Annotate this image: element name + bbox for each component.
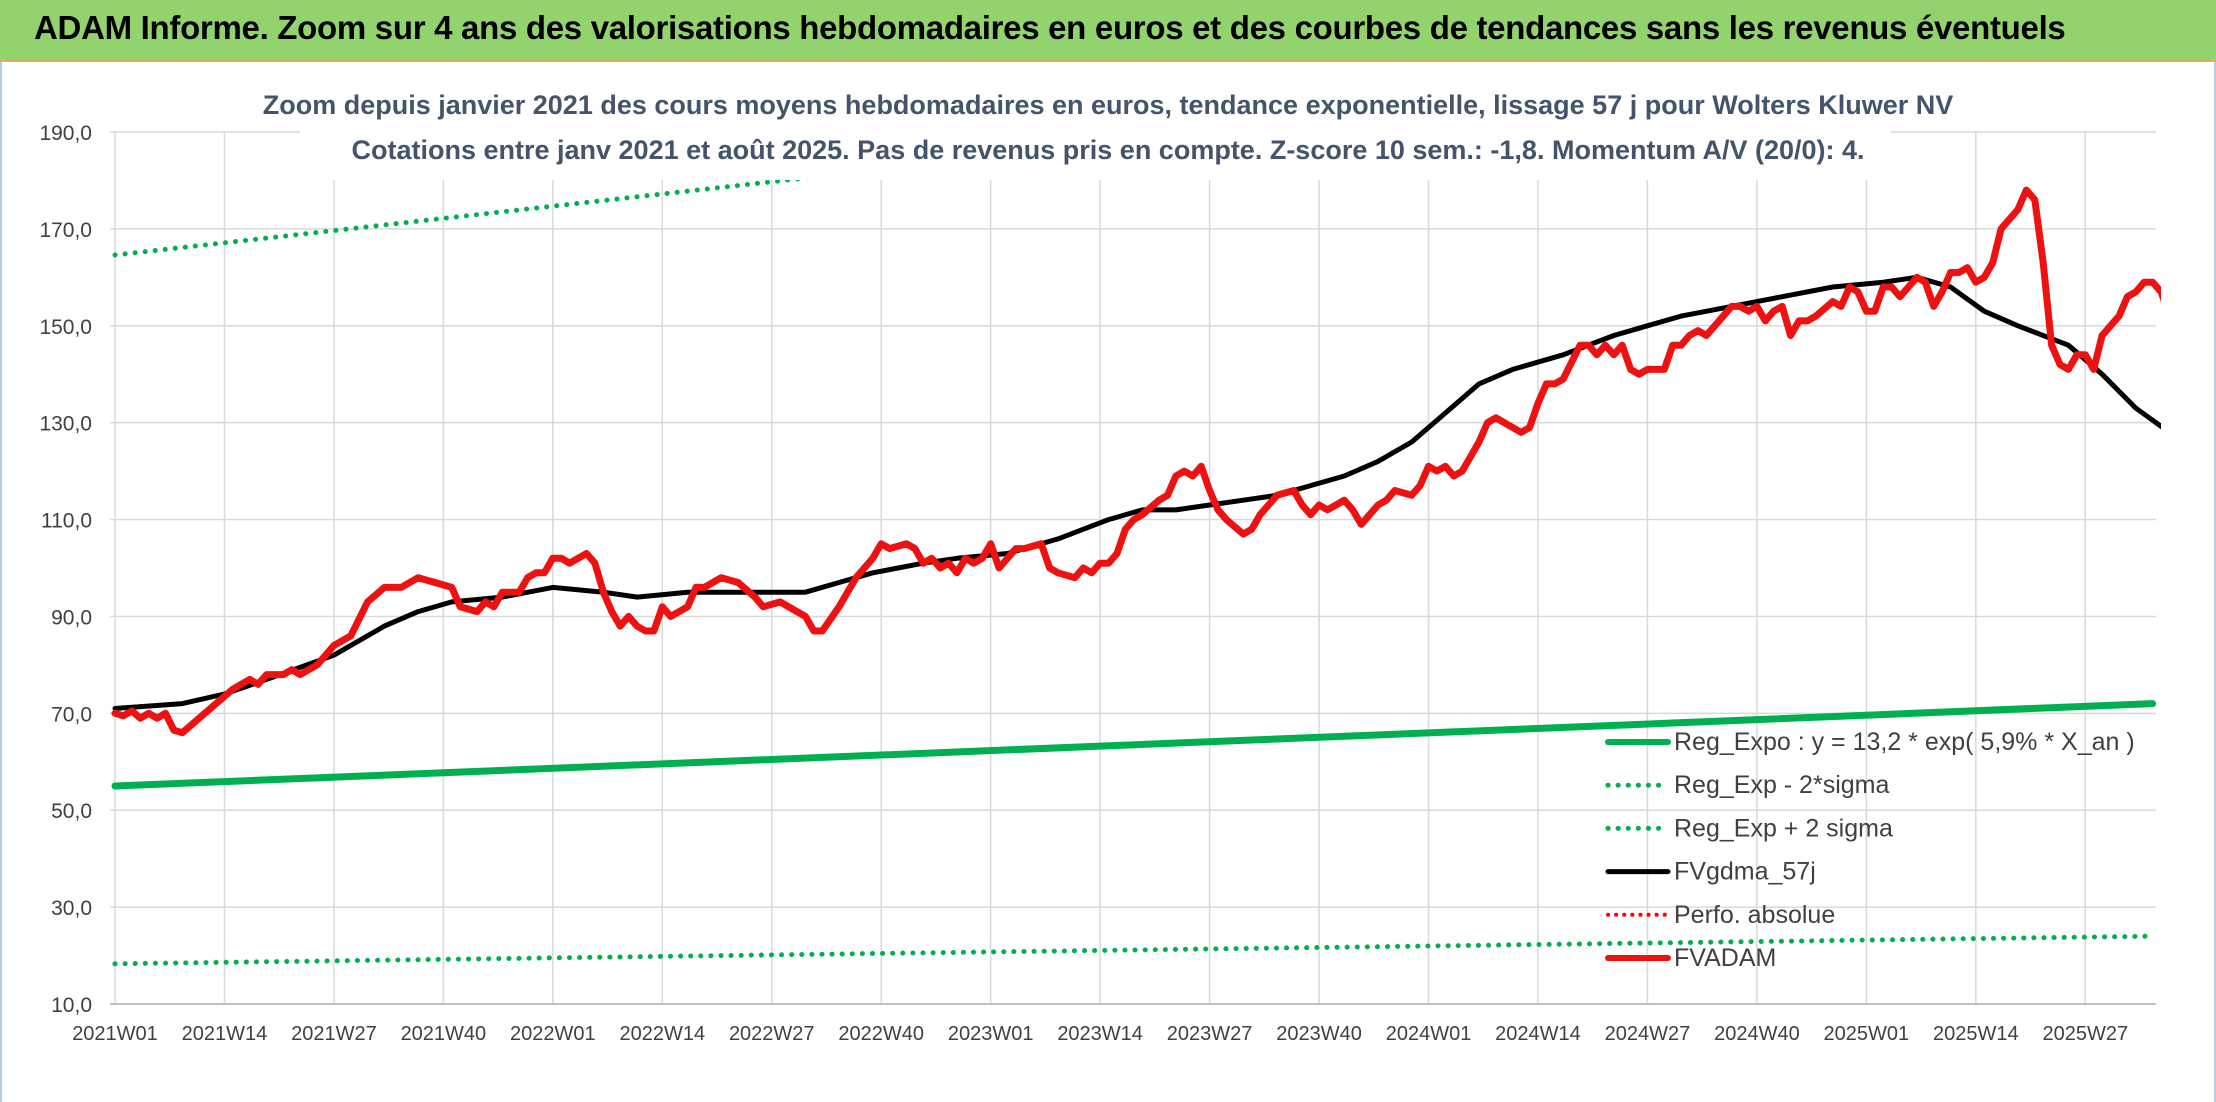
legend-label: Reg_Expo : y = 13,2 * exp( 5,9% * X_an ) (1674, 728, 2135, 756)
x-tick-label: 2021W01 (72, 1023, 158, 1045)
x-tick-label: 2022W01 (510, 1023, 596, 1045)
x-tick-label: 2021W14 (182, 1023, 268, 1045)
legend-item: FVgdma_57j (1605, 858, 1816, 886)
legend-item: Reg_Exp - 2*sigma (1605, 771, 1889, 799)
y-axis: 10,0 30,0 50,0 70,0 90,0 110,0 130,0 150,0 170,0… (39, 122, 92, 1017)
reg-expo-line (111, 700, 2157, 790)
x-tick-label: 2021W40 (401, 1023, 487, 1045)
x-tick-label: 2024W27 (1605, 1023, 1691, 1045)
x-tick-label: 2024W01 (1386, 1023, 1472, 1045)
legend-item: Reg_Exp + 2 sigma (1605, 814, 1893, 842)
x-tick-label: 2025W01 (1824, 1023, 1910, 1045)
legend-label: Reg_Exp + 2 sigma (1674, 814, 1893, 842)
legend-item: Perfo. absolue (1606, 901, 1835, 929)
x-tick-label: 2023W14 (1057, 1023, 1143, 1045)
x-tick-label: 2023W01 (948, 1023, 1034, 1045)
report-banner: ADAM Informe. Zoom sur 4 ans des valoris… (0, 0, 2216, 62)
y-tick-label: 190,0 (39, 122, 92, 145)
x-tick-label: 2021W27 (291, 1023, 377, 1045)
legend-item: Reg_Expo : y = 13,2 * exp( 5,9% * X_an ) (1605, 728, 2135, 756)
gridlines (110, 131, 2156, 1005)
x-tick-label: 2025W27 (2042, 1023, 2128, 1045)
y-tick-label: 150,0 (39, 316, 92, 339)
x-tick-label: 2024W14 (1495, 1023, 1581, 1045)
y-tick-label: 90,0 (51, 606, 92, 629)
y-tick-label: 70,0 (51, 703, 92, 726)
x-tick-label: 2024W40 (1714, 1023, 1800, 1045)
report-title: ADAM Informe. Zoom sur 4 ans des valoris… (34, 9, 2066, 46)
x-tick-label: 2023W27 (1167, 1023, 1253, 1045)
fvgdma-57j-line (112, 274, 2161, 711)
x-tick-label: 2022W40 (838, 1023, 924, 1045)
y-tick-label: 10,0 (51, 994, 92, 1017)
y-tick-label: 50,0 (51, 800, 92, 823)
y-tick-label: 170,0 (39, 219, 92, 242)
legend-label: FVgdma_57j (1674, 858, 1816, 886)
x-tick-label: 2023W40 (1276, 1023, 1362, 1045)
x-tick-label: 2022W27 (729, 1023, 815, 1045)
y-tick-label: 130,0 (39, 413, 92, 436)
x-tick-label: 2022W14 (619, 1023, 705, 1045)
fvadam-line (111, 186, 2161, 737)
reg-minus-2sigma-line (112, 933, 2156, 967)
chart-frame (0, 62, 2216, 1102)
legend-label: FVADAM (1674, 944, 1776, 972)
title-backdrop (300, 84, 1890, 180)
legend-item: FVADAM (1605, 944, 1776, 972)
legend: Reg_Expo : y = 13,2 * exp( 5,9% * X_an )… (1605, 728, 2135, 972)
y-tick-label: 30,0 (51, 897, 92, 920)
legend-label: Perfo. absolue (1674, 901, 1835, 929)
y-tick-label: 110,0 (41, 510, 92, 533)
x-tick-label: 2025W14 (1933, 1023, 2019, 1045)
legend-label: Reg_Exp - 2*sigma (1674, 771, 1889, 799)
x-axis: 2021W01 2021W14 2021W27 2021W40 2022W01 2022W… (72, 1023, 2128, 1045)
